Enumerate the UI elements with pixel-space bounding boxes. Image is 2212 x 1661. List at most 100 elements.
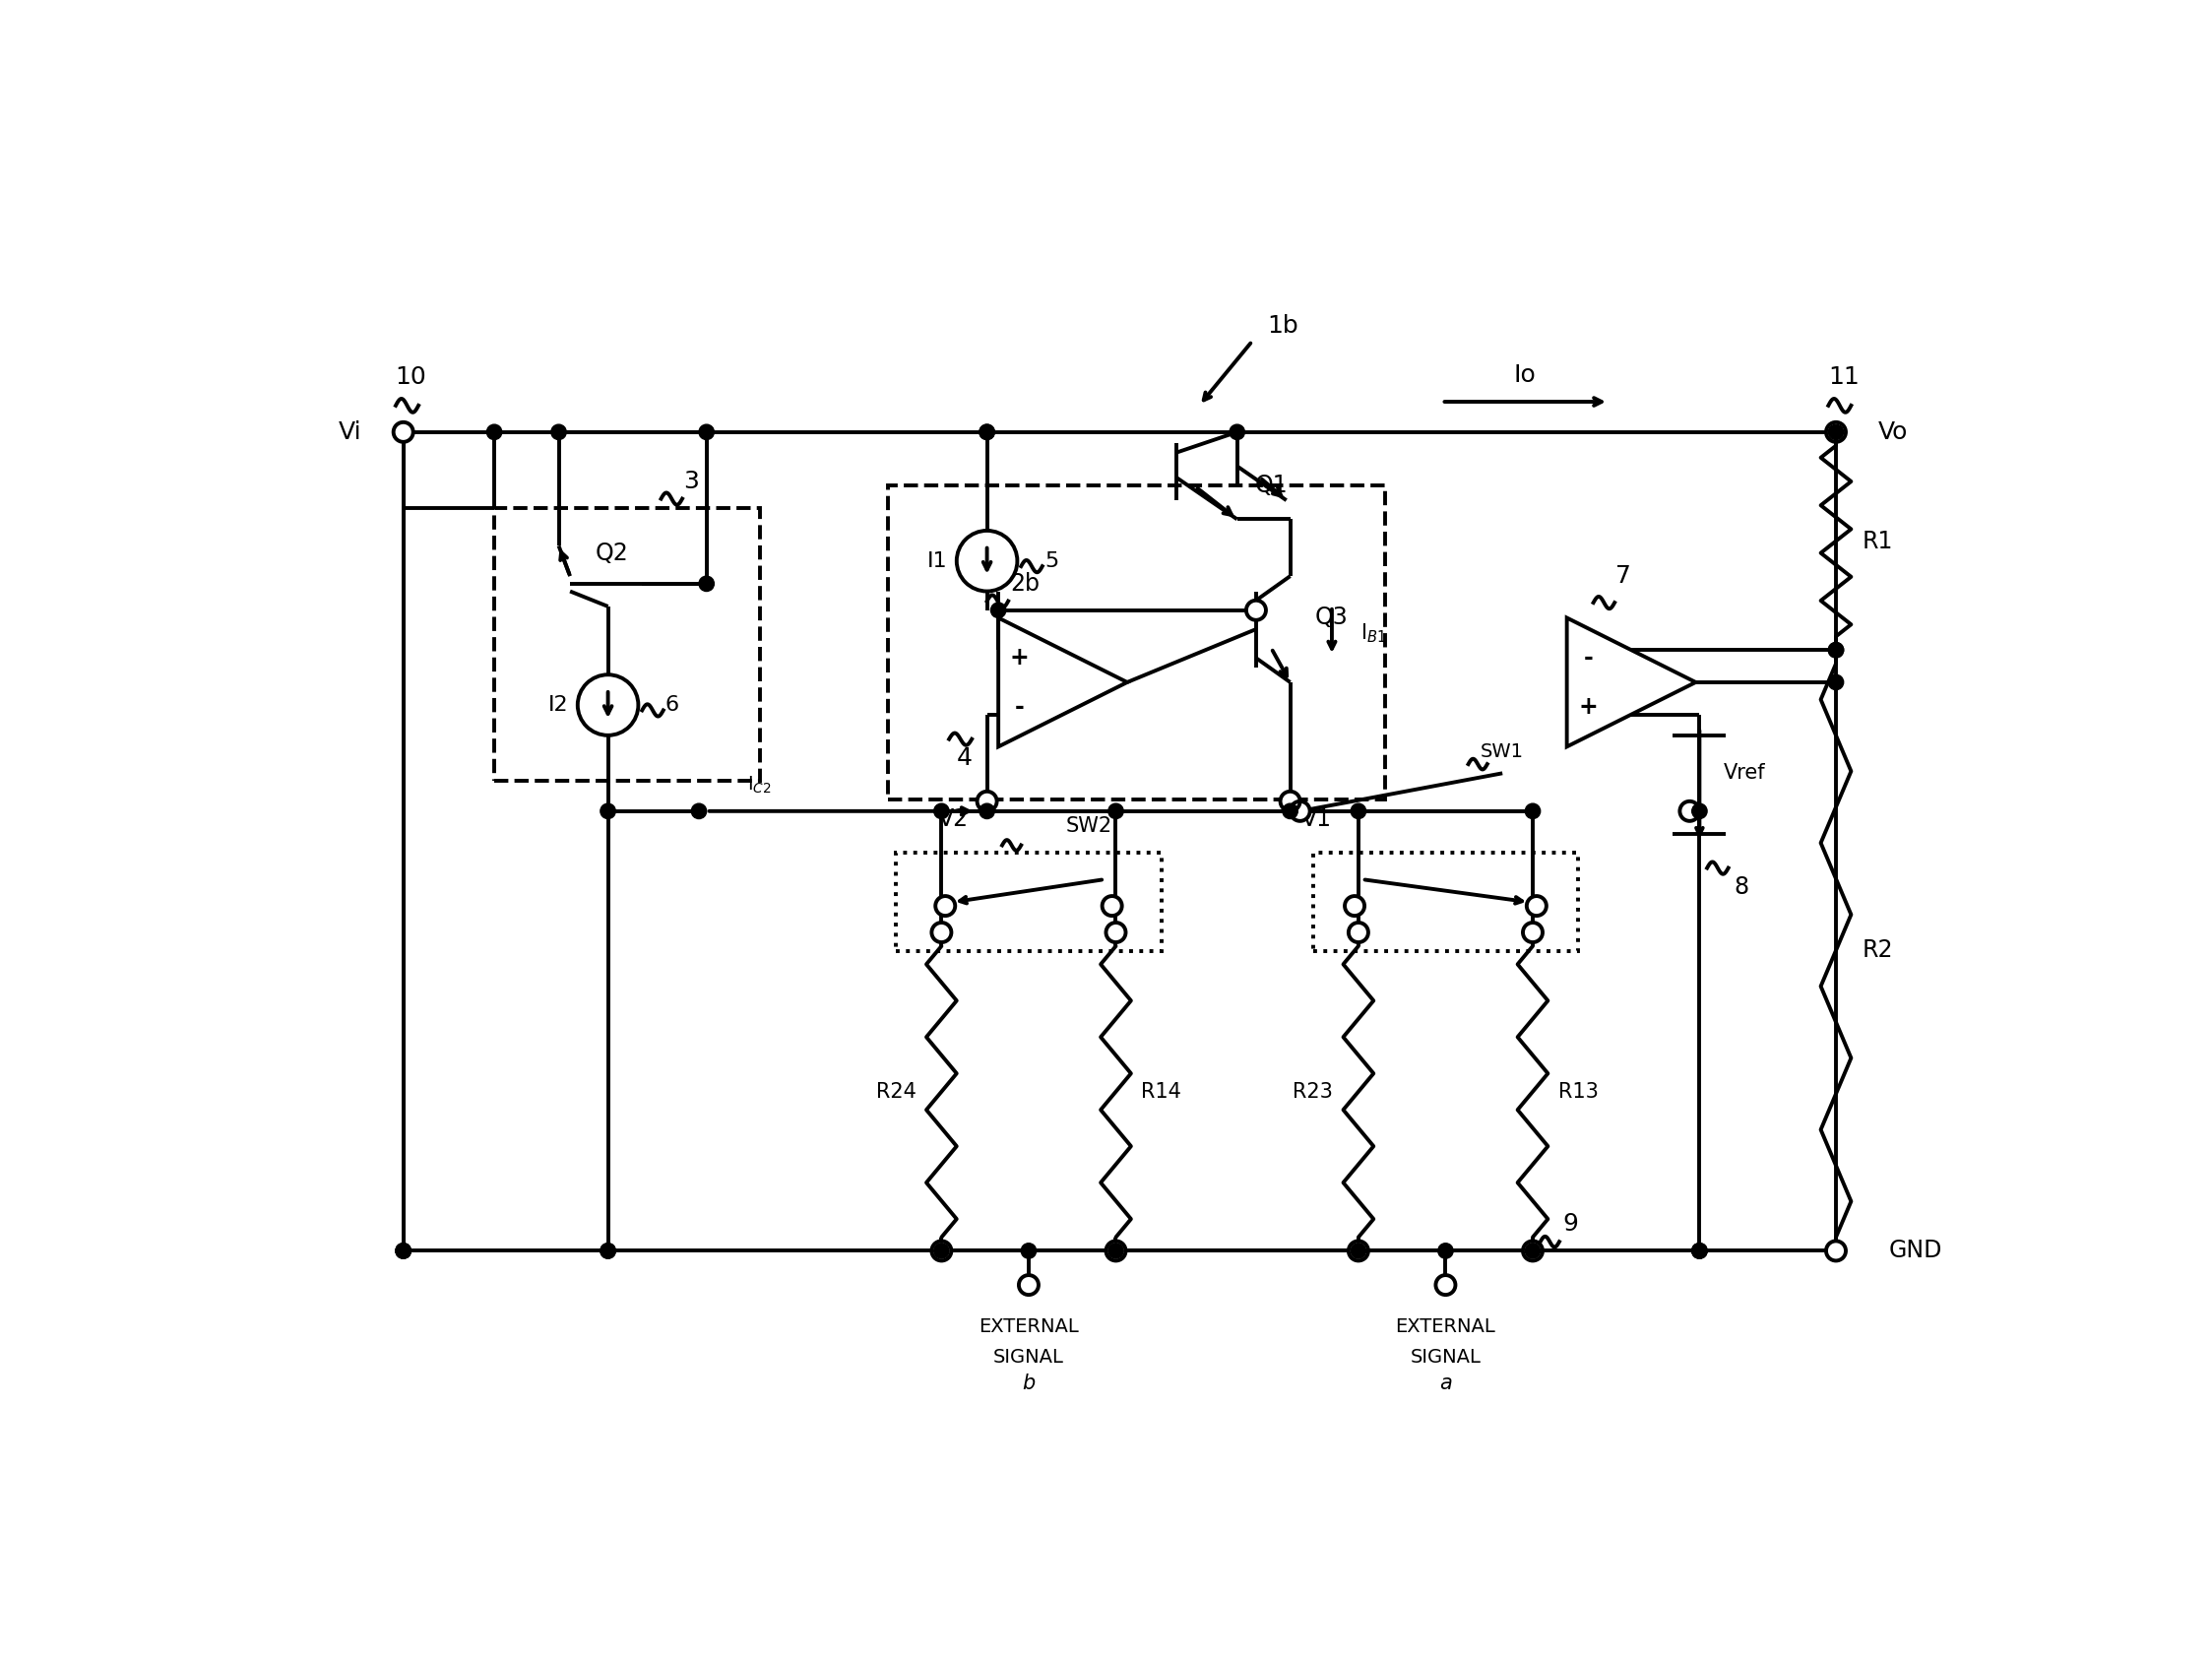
Circle shape <box>599 1244 615 1259</box>
Circle shape <box>1106 922 1126 942</box>
Circle shape <box>1022 1244 1035 1259</box>
Circle shape <box>699 425 714 440</box>
Text: I2: I2 <box>549 696 568 714</box>
Circle shape <box>599 804 615 819</box>
Text: 5: 5 <box>1044 551 1057 571</box>
Circle shape <box>931 922 951 942</box>
Text: b: b <box>1022 1374 1035 1394</box>
Circle shape <box>980 804 995 819</box>
Circle shape <box>1436 1276 1455 1296</box>
Circle shape <box>692 804 706 819</box>
Bar <box>896 852 1161 952</box>
Text: GND: GND <box>1889 1239 1942 1262</box>
Circle shape <box>1102 895 1121 915</box>
Circle shape <box>978 791 998 811</box>
Bar <box>1314 852 1577 952</box>
Circle shape <box>1524 1244 1540 1259</box>
Circle shape <box>396 1244 411 1259</box>
Circle shape <box>1827 1241 1845 1261</box>
Text: 10: 10 <box>396 365 427 389</box>
Circle shape <box>1245 600 1265 620</box>
Circle shape <box>1679 801 1699 821</box>
Text: 1b: 1b <box>1267 314 1298 337</box>
Circle shape <box>394 422 414 442</box>
Polygon shape <box>998 618 1128 747</box>
Text: 2b: 2b <box>1011 571 1040 596</box>
Circle shape <box>931 1241 951 1261</box>
Circle shape <box>1522 1241 1542 1261</box>
Circle shape <box>980 425 995 440</box>
Text: 9: 9 <box>1564 1213 1579 1236</box>
Text: R1: R1 <box>1863 530 1893 553</box>
Circle shape <box>1524 804 1540 819</box>
Text: I$_{B1}$: I$_{B1}$ <box>1360 621 1387 644</box>
Bar <box>493 508 759 781</box>
Text: I1: I1 <box>927 551 949 571</box>
Text: 6: 6 <box>666 696 679 714</box>
Circle shape <box>396 1244 411 1259</box>
Text: R23: R23 <box>1292 1081 1334 1101</box>
Circle shape <box>980 425 995 440</box>
Text: V1: V1 <box>1301 807 1332 830</box>
Text: R2: R2 <box>1863 938 1893 962</box>
Circle shape <box>1829 674 1843 689</box>
Circle shape <box>1522 922 1542 942</box>
Circle shape <box>1438 1244 1453 1259</box>
Text: R13: R13 <box>1557 1081 1599 1101</box>
Circle shape <box>1692 1244 1708 1259</box>
Text: Vo: Vo <box>1878 420 1907 443</box>
Text: 4: 4 <box>956 746 971 771</box>
Polygon shape <box>1566 618 1697 747</box>
Circle shape <box>1829 425 1843 440</box>
Circle shape <box>1020 1276 1037 1296</box>
Circle shape <box>699 576 714 591</box>
Text: -: - <box>1015 694 1024 719</box>
Circle shape <box>1283 804 1298 819</box>
Text: Q1: Q1 <box>1254 473 1287 497</box>
Circle shape <box>956 530 1018 591</box>
Text: SW1: SW1 <box>1480 742 1524 761</box>
Circle shape <box>1829 643 1843 658</box>
Circle shape <box>1349 1241 1369 1261</box>
Circle shape <box>599 1244 615 1259</box>
Text: Io: Io <box>1513 364 1537 387</box>
Text: Vref: Vref <box>1723 764 1765 782</box>
Circle shape <box>1829 643 1843 658</box>
Text: SIGNAL: SIGNAL <box>1411 1347 1482 1367</box>
Circle shape <box>1692 1244 1708 1259</box>
Text: R14: R14 <box>1141 1081 1181 1101</box>
Text: +: + <box>1011 646 1029 669</box>
Circle shape <box>1352 804 1367 819</box>
Text: V2: V2 <box>938 807 969 830</box>
Circle shape <box>577 674 639 736</box>
Text: 7: 7 <box>1617 565 1632 588</box>
Circle shape <box>1345 895 1365 915</box>
Text: 8: 8 <box>1734 875 1750 899</box>
Text: R24: R24 <box>876 1081 916 1101</box>
Circle shape <box>1692 804 1708 819</box>
Text: a: a <box>1440 1374 1451 1394</box>
Text: EXTERNAL: EXTERNAL <box>978 1317 1079 1335</box>
Circle shape <box>1349 922 1369 942</box>
Circle shape <box>551 425 566 440</box>
Circle shape <box>396 1244 411 1259</box>
Bar <box>889 485 1385 799</box>
Text: I$_{C2}$: I$_{C2}$ <box>748 774 772 796</box>
Text: Q3: Q3 <box>1316 606 1349 630</box>
Circle shape <box>1281 791 1301 811</box>
Text: -: - <box>1584 646 1593 669</box>
Circle shape <box>1108 1244 1124 1259</box>
Text: 11: 11 <box>1827 365 1858 389</box>
Text: EXTERNAL: EXTERNAL <box>1396 1317 1495 1335</box>
Text: SIGNAL: SIGNAL <box>993 1347 1064 1367</box>
Circle shape <box>933 1244 949 1259</box>
Circle shape <box>1230 425 1245 440</box>
Circle shape <box>936 895 956 915</box>
Text: 3: 3 <box>684 470 699 493</box>
Text: +: + <box>1579 694 1597 719</box>
Circle shape <box>991 603 1006 618</box>
Circle shape <box>1108 804 1124 819</box>
Circle shape <box>1827 422 1845 442</box>
Circle shape <box>1352 1244 1367 1259</box>
Circle shape <box>933 804 949 819</box>
